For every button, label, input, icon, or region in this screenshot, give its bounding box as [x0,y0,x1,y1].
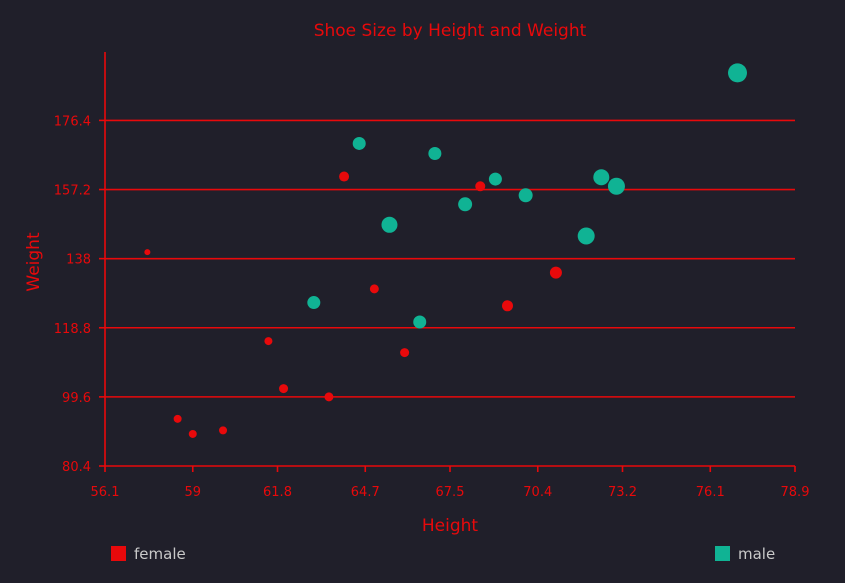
x-tick-label: 64.7 [351,485,380,500]
male-point [428,147,442,161]
data-points [144,63,747,438]
legend-label-male: male [738,545,775,563]
x-tick-label: 73.2 [608,485,637,500]
male-point [593,169,610,186]
y-tick-label: 80.4 [62,460,91,475]
female-point [324,392,334,402]
female-point [369,284,379,294]
y-tick-label: 176.4 [54,114,91,129]
legend-label-female: female [134,545,186,563]
grid-lines [105,119,795,398]
male-point [381,216,398,233]
male-point [307,296,321,310]
x-tick-label: 78.9 [781,485,810,500]
female-point [144,249,151,256]
y-tick-label: 157.2 [54,184,91,199]
male-point [577,227,595,245]
female-point [502,300,513,312]
x-tick-label: 56.1 [91,485,120,500]
male-point [458,197,473,212]
male-point [728,63,747,83]
male-point [352,136,366,150]
chart-title: Shoe Size by Height and Weight [314,21,587,41]
y-tick-label: 118.8 [54,322,91,337]
x-tick-label: 70.4 [523,485,552,500]
x-tick-label: 59 [184,485,201,500]
legend-swatch-male [715,546,730,561]
legend-swatch-female [111,546,126,561]
male-point [607,177,625,195]
x-tick-label: 61.8 [263,485,292,500]
y-tick-label: 138 [66,253,91,268]
female-point [173,414,182,423]
male-point [518,188,533,203]
female-point [219,426,228,435]
x-axis-ticks: 56.1 59 61.8 64.7 67.5 70.4 73.2 76.1 78.9 [91,466,810,500]
female-point [400,348,410,358]
legend: female male [111,545,775,563]
male-point [488,172,502,186]
female-point [279,384,289,394]
y-tick-label: 99.6 [62,391,91,406]
female-point [549,266,562,279]
y-axis-ticks: 80.4 99.6 118.8 138 157.2 176.4 [54,114,105,475]
male-point [413,315,427,329]
x-tick-label: 76.1 [696,485,725,500]
x-axis-label: Height [422,516,479,536]
female-point [475,181,486,192]
female-point [264,337,273,346]
female-point [339,171,350,182]
x-tick-label: 67.5 [436,485,465,500]
female-point [188,429,197,438]
y-axis-label: Weight [24,232,44,292]
